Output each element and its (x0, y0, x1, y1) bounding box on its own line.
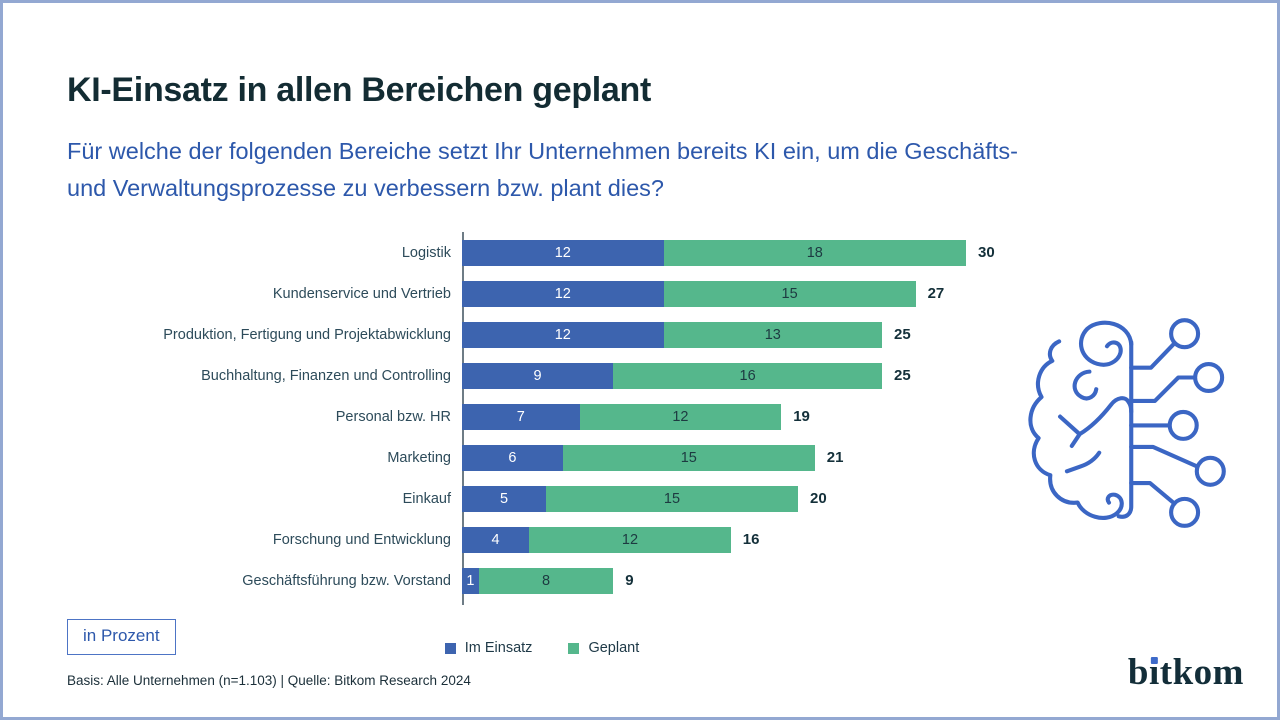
source-note: Basis: Alle Unternehmen (n=1.103) | Quel… (67, 673, 471, 688)
total-label: 9 (625, 572, 634, 589)
logo-i-dot (1151, 657, 1158, 664)
legend-item: Geplant (568, 640, 639, 656)
unit-box: in Prozent (67, 619, 176, 655)
chart-row: Geschäftsführung bzw. Vorstand 1 8 9 (67, 568, 1067, 594)
bar-segment-im-einsatz: 1 (462, 568, 479, 594)
legend-label: Geplant (588, 640, 640, 656)
bar-segment-geplant: 16 (613, 363, 882, 389)
circuit-node-4 (1194, 455, 1226, 487)
legend-label: Im Einsatz (464, 640, 533, 656)
circuit-trace-5 (1129, 480, 1177, 506)
bar-segment-im-einsatz: 6 (462, 445, 563, 471)
bar-segment-im-einsatz: 9 (462, 363, 614, 389)
brain-top-lobe (1078, 320, 1134, 367)
category-label: Einkauf (402, 491, 451, 507)
chart-row: Forschung und Entwicklung 4 12 16 (67, 527, 1067, 553)
category-label: Produktion, Fertigung und Projektabwickl… (163, 327, 451, 343)
bar-segment-im-einsatz: 12 (462, 322, 664, 348)
circuit-node-1 (1169, 318, 1201, 350)
circuit-trace-2 (1129, 375, 1197, 404)
legend: Im Einsatz Geplant (67, 640, 1017, 656)
bar-segment-geplant: 13 (663, 322, 882, 348)
brain-outline (1028, 339, 1124, 520)
bar-segment-im-einsatz: 12 (462, 240, 664, 266)
bar-segment-geplant: 15 (562, 445, 815, 471)
category-label: Buchhaltung, Finanzen und Controlling (201, 368, 451, 384)
category-label: Geschäftsführung bzw. Vorstand (242, 573, 451, 589)
total-label: 16 (742, 531, 760, 548)
brain-circuit-icon (1028, 318, 1226, 528)
total-label: 19 (793, 408, 810, 425)
total-label: 30 (978, 244, 995, 261)
chart-row: Kundenservice und Vertrieb 12 15 27 (67, 281, 1067, 307)
bar-segment-geplant: 15 (663, 281, 916, 307)
chart-row: Marketing 6 15 21 (67, 445, 1067, 471)
legend-swatch (444, 642, 456, 654)
category-label: Forschung und Entwicklung (272, 532, 451, 548)
brain-curl (1072, 369, 1099, 401)
bar-segment-geplant: 18 (663, 240, 966, 266)
chart-row: Buchhaltung, Finanzen und Controlling 9 16… (67, 363, 1067, 389)
total-label: 20 (810, 490, 827, 507)
logo-text-rest: tkom (1159, 652, 1244, 693)
logo-letter-i: ı (1148, 652, 1160, 693)
chart-question-subtitle: Für welche der folgenden Bereiche setzt … (67, 138, 1018, 201)
total-label: 25 (894, 367, 911, 384)
chart-row: Personal bzw. HR 7 12 19 (67, 404, 1067, 430)
category-label: Logistik (401, 245, 451, 261)
page-title: KI-Einsatz in allen Bereichen geplant (67, 71, 652, 109)
total-label: 25 (894, 326, 911, 343)
stacked-bar-chart: Logistik 12 18 30 Kundenservice und Vertrieb… (67, 232, 1067, 613)
bar-segment-geplant: 12 (579, 404, 782, 430)
bar-segment-geplant: 15 (546, 486, 798, 512)
chart-row: Produktion, Fertigung und Projektabwickl… (67, 322, 1067, 348)
bar-segment-geplant: 12 (529, 527, 731, 553)
category-label: Kundenservice und Vertrieb (272, 286, 451, 302)
circuit-node-2 (1193, 361, 1225, 394)
chart-row: Logistik 12 18 30 (67, 240, 1067, 266)
brain-branch-mid (1058, 396, 1134, 448)
circuit-trace-1 (1129, 341, 1177, 370)
circuit-node-3 (1167, 409, 1199, 441)
legend-item: Im Einsatz (444, 640, 533, 656)
bitkom-logo: bı tkom (1128, 654, 1244, 691)
bar-segment-im-einsatz: 5 (462, 486, 546, 512)
chart-row: Einkauf 5 15 20 (67, 486, 1067, 512)
category-label: Marketing (387, 450, 451, 466)
total-label: 21 (826, 449, 844, 466)
bar-segment-geplant: 8 (478, 568, 614, 594)
brain-midline (1116, 340, 1134, 519)
category-label: Personal bzw. HR (335, 409, 451, 425)
circuit-trace-4 (1129, 444, 1199, 469)
legend-swatch (568, 642, 580, 654)
bar-segment-im-einsatz: 12 (462, 281, 664, 307)
total-label: 27 (927, 285, 945, 302)
circuit-node-5 (1169, 496, 1201, 528)
logo-text-b: b (1127, 652, 1149, 693)
brain-branch-low (1064, 450, 1102, 474)
bar-segment-im-einsatz: 7 (462, 404, 580, 430)
bar-segment-im-einsatz: 4 (462, 527, 530, 553)
